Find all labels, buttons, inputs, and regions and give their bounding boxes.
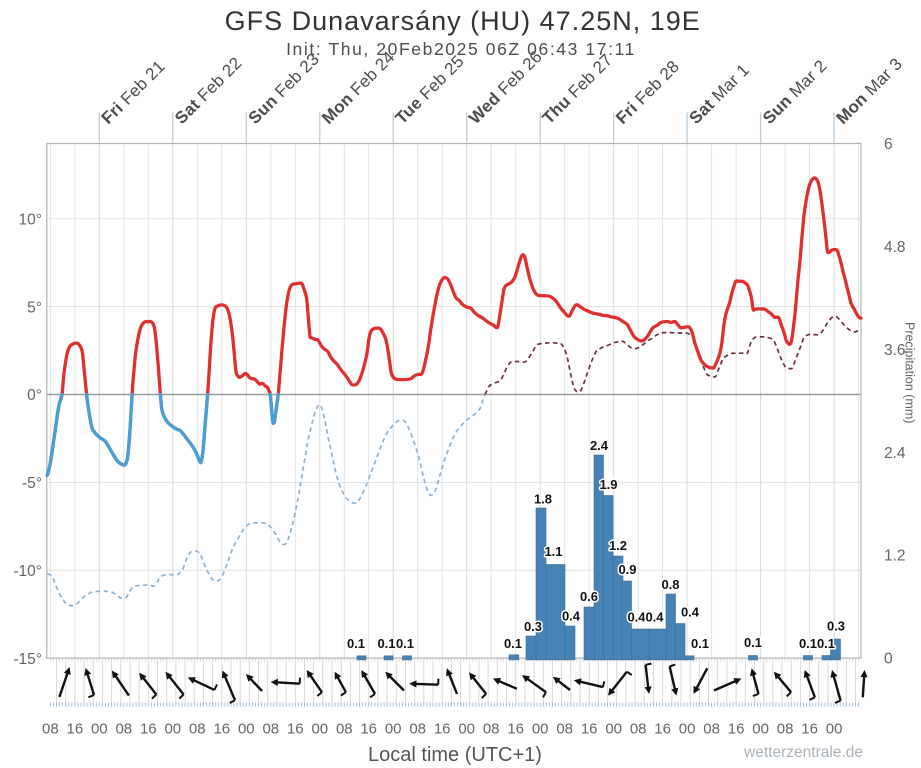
svg-text:00: 00 <box>311 721 328 738</box>
svg-text:4.8: 4.8 <box>884 239 906 256</box>
svg-text:16: 16 <box>140 721 157 738</box>
svg-text:wetterzentrale.de: wetterzentrale.de <box>743 744 863 761</box>
svg-text:16: 16 <box>507 721 524 738</box>
svg-text:16: 16 <box>728 721 745 738</box>
svg-text:0.9: 0.9 <box>618 562 636 577</box>
svg-text:16: 16 <box>654 721 671 738</box>
svg-text:0.8: 0.8 <box>661 577 679 592</box>
svg-text:16: 16 <box>360 721 377 738</box>
svg-text:1.8: 1.8 <box>534 492 552 507</box>
svg-text:08: 08 <box>115 721 132 738</box>
svg-text:0.1: 0.1 <box>817 636 835 651</box>
svg-text:08: 08 <box>189 721 206 738</box>
svg-text:0: 0 <box>884 651 893 668</box>
svg-text:00: 00 <box>752 721 769 738</box>
svg-text:0°: 0° <box>27 387 42 404</box>
svg-text:08: 08 <box>556 721 573 738</box>
svg-text:08: 08 <box>777 721 794 738</box>
svg-text:1.2: 1.2 <box>609 538 627 553</box>
svg-text:16: 16 <box>434 721 451 738</box>
svg-text:00: 00 <box>679 721 696 738</box>
svg-text:00: 00 <box>238 721 255 738</box>
svg-text:6: 6 <box>884 136 893 153</box>
svg-text:0.1: 0.1 <box>347 636 365 651</box>
svg-text:0.1: 0.1 <box>396 636 414 651</box>
svg-text:0.1: 0.1 <box>691 636 709 651</box>
svg-text:-5°: -5° <box>22 475 42 492</box>
svg-text:00: 00 <box>91 721 108 738</box>
svg-text:0.1: 0.1 <box>744 635 762 650</box>
svg-text:0.1: 0.1 <box>799 636 817 651</box>
svg-text:Precipitation (mm): Precipitation (mm) <box>903 322 917 423</box>
svg-text:08: 08 <box>409 721 426 738</box>
svg-text:00: 00 <box>532 721 549 738</box>
svg-text:0.6: 0.6 <box>580 589 598 604</box>
svg-text:16: 16 <box>581 721 598 738</box>
svg-text:08: 08 <box>483 721 500 738</box>
svg-text:1.9: 1.9 <box>599 477 617 492</box>
svg-text:00: 00 <box>826 721 843 738</box>
svg-text:08: 08 <box>262 721 279 738</box>
svg-text:00: 00 <box>605 721 622 738</box>
svg-text:0.4: 0.4 <box>645 610 664 625</box>
svg-text:2.4: 2.4 <box>590 438 609 453</box>
svg-text:0.3: 0.3 <box>827 619 845 634</box>
svg-text:08: 08 <box>42 721 59 738</box>
svg-text:00: 00 <box>385 721 402 738</box>
svg-text:GFS Dunavarsány (HU) 47.25N, 1: GFS Dunavarsány (HU) 47.25N, 19E <box>225 6 701 36</box>
svg-text:Init: Thu, 20Feb2025 06Z 06:43: Init: Thu, 20Feb2025 06Z 06:43 17:11 <box>286 39 636 59</box>
svg-text:0.4: 0.4 <box>627 610 646 625</box>
svg-text:08: 08 <box>630 721 647 738</box>
svg-text:0.3: 0.3 <box>524 619 542 634</box>
svg-text:3.6: 3.6 <box>884 342 906 359</box>
svg-text:1.1: 1.1 <box>544 544 562 559</box>
svg-text:Local time (UTC+1): Local time (UTC+1) <box>368 744 542 766</box>
svg-text:5°: 5° <box>27 299 42 316</box>
svg-text:00: 00 <box>164 721 181 738</box>
svg-text:-15°: -15° <box>13 651 42 668</box>
svg-text:16: 16 <box>67 721 84 738</box>
svg-text:08: 08 <box>703 721 720 738</box>
svg-text:-10°: -10° <box>13 563 42 580</box>
svg-text:0.4: 0.4 <box>562 609 581 624</box>
svg-text:16: 16 <box>801 721 818 738</box>
svg-text:2.4: 2.4 <box>884 445 906 462</box>
svg-text:16: 16 <box>287 721 304 738</box>
svg-text:08: 08 <box>336 721 353 738</box>
svg-text:0.1: 0.1 <box>504 636 522 651</box>
svg-text:10°: 10° <box>19 212 42 229</box>
svg-text:0.4: 0.4 <box>681 605 700 620</box>
svg-text:0.1: 0.1 <box>377 636 395 651</box>
svg-text:1.2: 1.2 <box>884 548 906 565</box>
svg-text:00: 00 <box>458 721 475 738</box>
svg-text:16: 16 <box>213 721 230 738</box>
